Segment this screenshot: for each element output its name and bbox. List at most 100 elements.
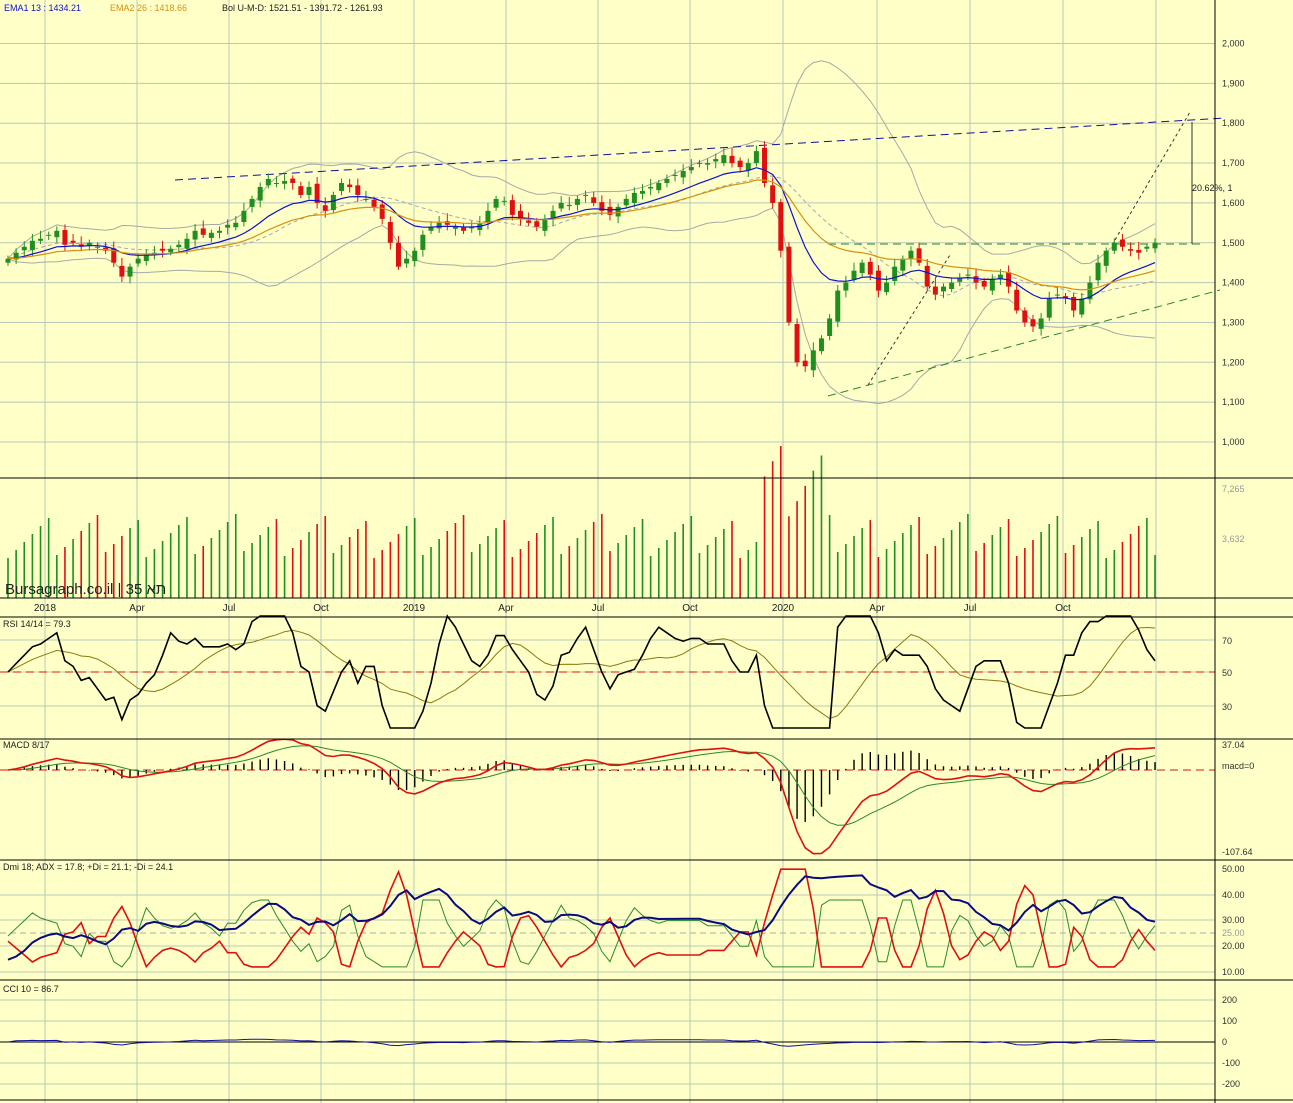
volume-bar xyxy=(15,550,17,598)
candle-body xyxy=(753,151,759,164)
candle-body xyxy=(672,175,678,177)
macd-line xyxy=(7,738,1156,855)
candle-body xyxy=(257,186,263,201)
macd-tick-zero: macd=0 xyxy=(1222,761,1254,771)
date-label-2: Jul xyxy=(223,603,236,614)
candle-body xyxy=(1038,318,1044,329)
candle-body xyxy=(379,204,385,219)
candle-body xyxy=(875,270,881,291)
ema2-line xyxy=(7,179,1156,291)
date-label-0: 2018 xyxy=(34,603,57,614)
volume-bar xyxy=(853,536,855,598)
volume-bar xyxy=(161,541,164,598)
bollinger-upper xyxy=(7,60,1156,265)
candle-body xyxy=(176,244,182,248)
volume-bar xyxy=(267,527,270,598)
candle-body xyxy=(54,230,60,238)
date-label-1: Apr xyxy=(129,603,145,614)
date-label-7: Oct xyxy=(682,603,698,614)
candle-body xyxy=(501,200,507,202)
volume-bar xyxy=(885,549,888,598)
trendlines xyxy=(174,111,1226,397)
volume-bar xyxy=(348,537,351,598)
candle-body xyxy=(395,242,401,267)
volume-bar xyxy=(129,528,131,598)
candle-body xyxy=(1046,298,1052,318)
candle-body xyxy=(485,210,491,223)
volume-bar xyxy=(698,553,701,598)
candle-body xyxy=(640,190,646,194)
candle-body xyxy=(981,281,987,287)
volume-bar xyxy=(178,525,180,598)
rsi-label: RSI 14/14 = 79.3 xyxy=(3,619,71,629)
volume-bar xyxy=(706,545,709,598)
volume-bar xyxy=(1064,553,1067,598)
volume-bar xyxy=(845,544,847,598)
volume-bar xyxy=(723,529,725,598)
volume-bar xyxy=(568,546,571,598)
cci-tick-minus200: -200 xyxy=(1222,1079,1240,1089)
macd-label: MACD 8/17 xyxy=(3,740,50,750)
candle-body xyxy=(599,202,605,211)
candle-body xyxy=(13,252,19,260)
volume-bar xyxy=(1113,550,1116,598)
candle-body xyxy=(680,171,686,178)
volume-bar xyxy=(763,476,766,598)
volume-bar xyxy=(145,557,148,598)
percent-annotation: 20.62%, 1 xyxy=(1192,183,1233,193)
candle-body xyxy=(965,274,971,276)
date-label-5: Apr xyxy=(498,603,514,614)
candle-body xyxy=(583,194,589,196)
candle-body xyxy=(436,222,442,229)
candle-body xyxy=(420,234,426,250)
rsi-panel: RSI 14/14 = 79.3 70 50 30 xyxy=(0,614,1232,729)
volume-bar xyxy=(1072,545,1075,598)
volume-bar xyxy=(365,521,367,598)
candle-body xyxy=(200,228,206,235)
bollinger-lower xyxy=(7,207,1156,405)
candle-body xyxy=(1119,239,1125,247)
volume-bar xyxy=(544,525,546,598)
candle-body xyxy=(1111,242,1117,251)
volume-bar xyxy=(31,534,34,598)
candle-body xyxy=(517,210,523,219)
volume-bar xyxy=(186,517,188,598)
projection-line-1 xyxy=(867,254,951,386)
volume-bar xyxy=(731,521,733,598)
candle-body xyxy=(70,240,76,243)
date-label-8: 2020 xyxy=(772,603,795,614)
price-tick-8: 1,200 xyxy=(1222,357,1245,367)
price-tick-4: 1,600 xyxy=(1222,198,1245,208)
candle-body xyxy=(347,184,353,187)
projection-line-2 xyxy=(1111,111,1191,246)
rsi-tick-30: 30 xyxy=(1222,702,1232,712)
candle-body xyxy=(387,222,393,243)
candle-body xyxy=(1128,249,1134,251)
candle-body xyxy=(591,197,597,203)
volume-bar xyxy=(308,532,310,598)
candle-body xyxy=(745,163,751,171)
volume-bar xyxy=(991,535,994,598)
volume-bar xyxy=(479,544,481,598)
candle-body xyxy=(184,238,190,249)
volume-bar xyxy=(625,535,628,598)
rsi-tick-50: 50 xyxy=(1222,668,1232,678)
macd-lines xyxy=(0,738,1215,855)
volume-bar xyxy=(243,551,245,598)
volume-bar xyxy=(1040,532,1042,598)
volume-bar xyxy=(422,555,424,598)
candle-body xyxy=(21,246,27,251)
volume-bar xyxy=(975,551,977,598)
candle-body xyxy=(786,246,792,323)
candle-body xyxy=(127,266,133,277)
price-tick-3: 1,700 xyxy=(1222,158,1245,168)
rsi-signal xyxy=(7,626,1156,720)
candle-body xyxy=(273,182,279,184)
candle-body xyxy=(493,198,499,208)
candle-body xyxy=(924,265,930,287)
dmi-tick-25: 25.00 xyxy=(1222,928,1245,938)
candle-body xyxy=(428,226,434,231)
candle-body xyxy=(900,258,906,271)
candle-body xyxy=(818,338,824,352)
